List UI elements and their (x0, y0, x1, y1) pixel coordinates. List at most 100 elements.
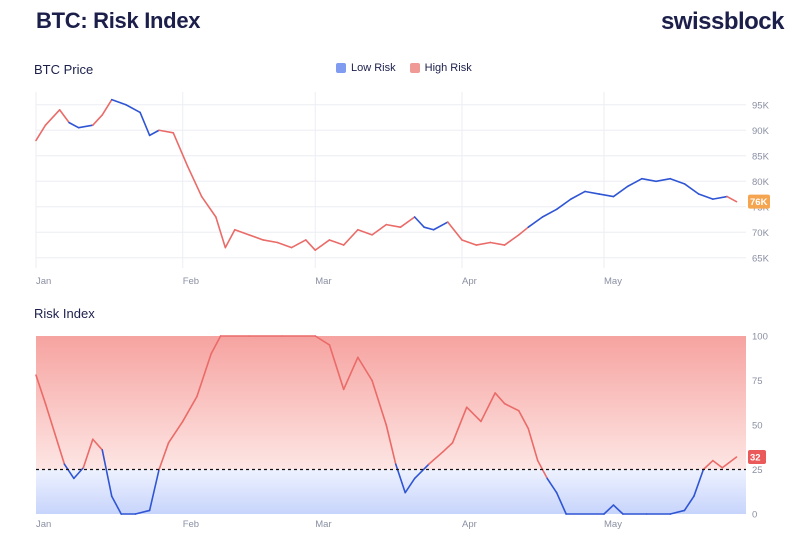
legend: Low Risk High Risk (336, 62, 472, 74)
price-segment (726, 195, 738, 203)
legend-label-low-risk: Low Risk (351, 62, 396, 74)
price-segment (683, 183, 700, 195)
risk-segment (73, 466, 85, 480)
price-segment (200, 195, 217, 218)
price-y-tick: 80K (752, 177, 770, 188)
value-badges: 76K 32 (748, 194, 770, 465)
price-segment (669, 177, 686, 185)
price-segment (555, 198, 572, 211)
legend-swatch-high-risk (409, 63, 420, 73)
risk-x-tick: Apr (462, 519, 477, 530)
risk-segment (92, 438, 104, 451)
price-segment (371, 223, 388, 236)
risk-segment (527, 427, 539, 462)
risk-segment (603, 504, 615, 515)
risk-segment (413, 463, 430, 480)
risk-segment (404, 477, 416, 494)
price-segment (612, 185, 629, 198)
price-x-tick: Jan (36, 276, 51, 287)
price-chart-title: BTC Price (34, 62, 94, 77)
price-segment (101, 98, 113, 116)
price-segment (475, 241, 492, 246)
price-segment (262, 239, 279, 244)
risk-y-tick: 0 (752, 510, 757, 521)
legend-swatch-low-risk (336, 63, 346, 73)
risk-chart-title: Risk Index (34, 306, 95, 321)
risk-segment (442, 441, 454, 453)
risk-value-badge (748, 450, 766, 465)
price-segment (328, 239, 345, 246)
price-segment (44, 109, 61, 126)
price-segment (172, 132, 189, 167)
risk-y-tick: 75 (752, 376, 763, 387)
legend-item-high-risk[interactable]: High Risk (409, 62, 472, 74)
price-segment (68, 121, 80, 129)
risk-segment (314, 335, 331, 346)
risk-segment (721, 456, 738, 469)
price-segment (413, 216, 425, 228)
risk-segment (503, 402, 520, 412)
price-value-badge (748, 194, 770, 209)
price-segment (158, 129, 175, 134)
risk-segment (702, 459, 714, 471)
price-segment (215, 216, 227, 249)
risk-segment (148, 468, 160, 512)
risk-segment (683, 495, 695, 512)
risk-y-tick: 50 (752, 421, 763, 432)
price-series (35, 98, 738, 251)
legend-label-high-risk: High Risk (424, 62, 472, 74)
price-segment (446, 221, 463, 241)
risk-segment (712, 459, 724, 469)
price-segment (92, 114, 104, 126)
price-segment (570, 190, 586, 200)
risk-segment (158, 441, 170, 471)
risk-segment (328, 344, 345, 391)
risk-segment (35, 374, 47, 405)
price-segment (584, 190, 601, 195)
brand-logo: swissblock (660, 8, 785, 35)
risk-segment (181, 395, 198, 423)
legend-item-low-risk[interactable]: Low Risk (336, 62, 396, 74)
risk-segment (167, 420, 184, 444)
risk-x-tick: Mar (315, 519, 331, 530)
page-title: BTC: Risk Index (36, 8, 201, 33)
price-segment (186, 165, 203, 198)
risk-value-badge-label: 32 (750, 453, 761, 464)
risk-x-tick: Jan (36, 519, 51, 530)
price-segment (290, 239, 307, 249)
price-y-tick: 95K (752, 100, 770, 111)
risk-segment (357, 356, 373, 382)
price-y-tick: 85K (752, 151, 770, 162)
price-segment (655, 177, 672, 183)
price-y-tick: 90K (752, 126, 770, 137)
price-segment (248, 234, 265, 241)
price-segment (461, 239, 478, 246)
price-y-tick: 70K (752, 228, 770, 239)
risk-x-tick: Feb (183, 519, 199, 530)
price-segment (139, 111, 151, 137)
price-segment (35, 124, 47, 142)
price-segment (125, 103, 141, 114)
risk-segment (110, 495, 122, 515)
risk-y-tick: 100 (752, 332, 768, 343)
risk-segment (196, 352, 212, 398)
price-segment (276, 241, 293, 249)
high-risk-band (36, 336, 746, 470)
price-segment (357, 228, 373, 236)
price-segment (234, 228, 250, 236)
risk-segment (693, 468, 705, 498)
risk-segment (101, 449, 113, 498)
price-segment (527, 216, 544, 228)
price-segment (626, 177, 643, 188)
price-segment (541, 208, 558, 218)
risk-segment (546, 477, 558, 494)
price-segment (224, 228, 236, 249)
price-segment (489, 241, 506, 246)
risk-segment (451, 406, 468, 444)
risk-segment (134, 509, 151, 515)
risk-y-tick: 25 (752, 465, 763, 476)
price-segment (58, 109, 70, 124)
price-segment (304, 239, 317, 251)
risk-segment (517, 409, 530, 430)
